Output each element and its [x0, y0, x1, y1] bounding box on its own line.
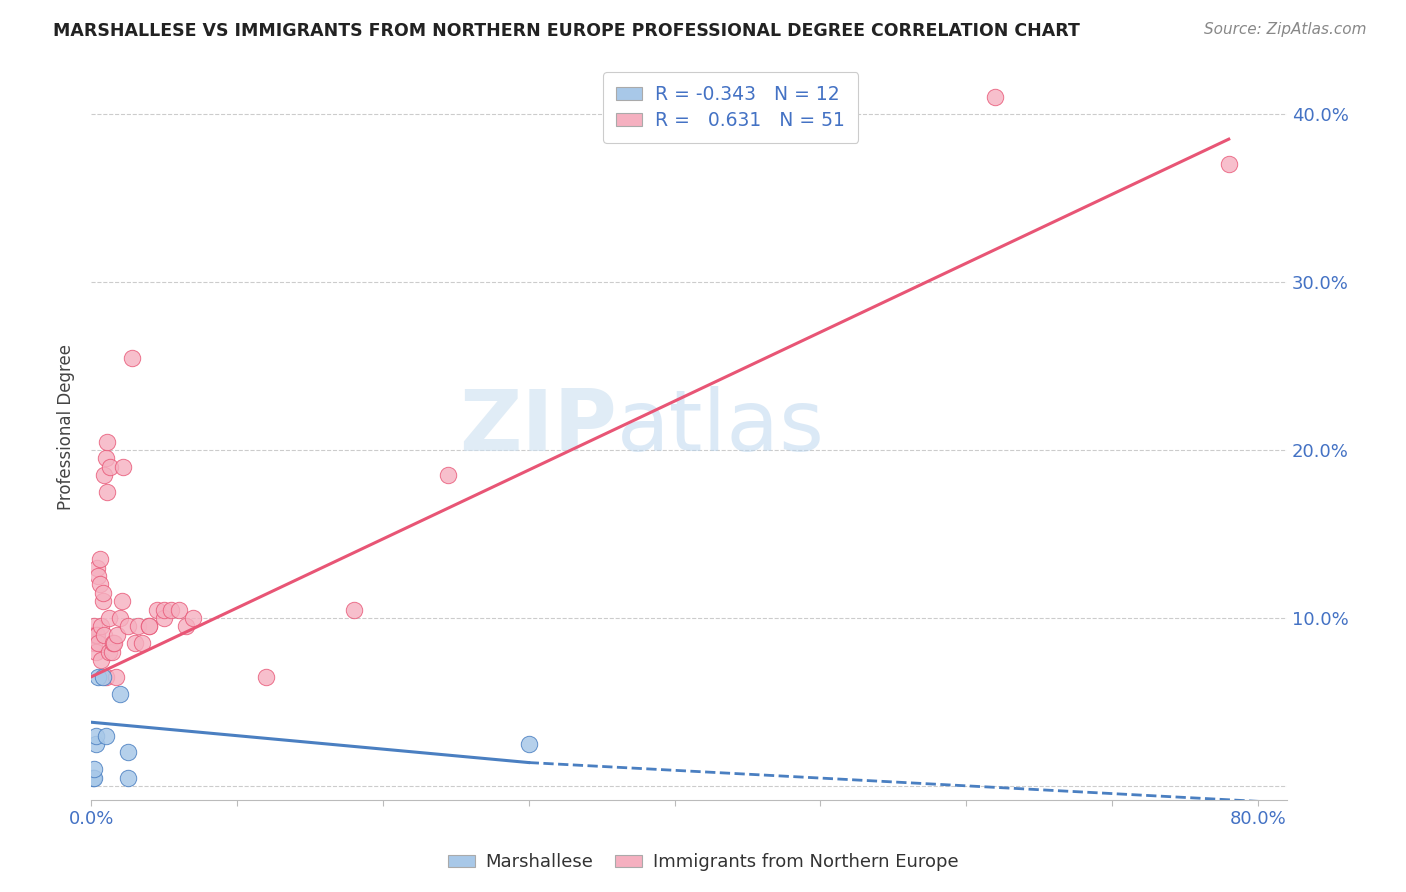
Point — [167, 602, 190, 616]
Point — [112, 459, 135, 474]
Point — [138, 619, 160, 633]
Point — [138, 619, 160, 633]
Point — [174, 619, 197, 633]
Point — [110, 687, 132, 701]
Point — [93, 468, 115, 483]
Point — [91, 670, 114, 684]
Point — [89, 552, 111, 566]
Point — [84, 628, 107, 642]
Point — [84, 645, 107, 659]
Point — [87, 569, 110, 583]
Point — [181, 611, 204, 625]
Point — [84, 729, 107, 743]
Point — [100, 645, 122, 659]
Text: MARSHALLESE VS IMMIGRANTS FROM NORTHERN EUROPE PROFESSIONAL DEGREE CORRELATION C: MARSHALLESE VS IMMIGRANTS FROM NORTHERN … — [53, 22, 1080, 40]
Point — [93, 628, 115, 642]
Point — [82, 628, 104, 642]
Point — [101, 636, 124, 650]
Point — [82, 771, 104, 785]
Point — [94, 670, 117, 684]
Point — [117, 746, 139, 760]
Legend: Marshallese, Immigrants from Northern Europe: Marshallese, Immigrants from Northern Eu… — [440, 847, 966, 879]
Y-axis label: Professional Degree: Professional Degree — [58, 344, 75, 510]
Text: atlas: atlas — [617, 386, 825, 469]
Point — [110, 611, 132, 625]
Point — [87, 636, 110, 650]
Point — [94, 729, 117, 743]
Point — [86, 560, 108, 574]
Point — [984, 90, 1007, 104]
Point — [111, 594, 134, 608]
Point — [146, 602, 169, 616]
Point — [104, 670, 127, 684]
Point — [121, 351, 143, 365]
Point — [117, 771, 139, 785]
Point — [437, 468, 460, 483]
Point — [153, 611, 176, 625]
Text: Source: ZipAtlas.com: Source: ZipAtlas.com — [1204, 22, 1367, 37]
Point — [254, 670, 277, 684]
Point — [83, 636, 105, 650]
Point — [124, 636, 146, 650]
Point — [160, 602, 183, 616]
Point — [87, 670, 110, 684]
Point — [1218, 157, 1240, 171]
Point — [127, 619, 149, 633]
Text: ZIP: ZIP — [460, 386, 617, 469]
Legend: R = -0.343   N = 12, R =   0.631   N = 51: R = -0.343 N = 12, R = 0.631 N = 51 — [603, 72, 858, 143]
Point — [117, 619, 139, 633]
Point — [91, 594, 114, 608]
Point — [83, 762, 105, 776]
Point — [107, 628, 129, 642]
Point — [517, 737, 540, 751]
Point — [96, 485, 118, 500]
Point — [96, 434, 118, 449]
Point — [90, 619, 112, 633]
Point — [84, 737, 107, 751]
Point — [94, 451, 117, 466]
Point — [98, 459, 121, 474]
Point — [343, 602, 366, 616]
Point — [89, 577, 111, 591]
Point — [83, 619, 105, 633]
Point — [83, 771, 105, 785]
Point — [86, 628, 108, 642]
Point — [103, 636, 125, 650]
Point — [131, 636, 153, 650]
Point — [90, 653, 112, 667]
Point — [153, 602, 176, 616]
Point — [97, 645, 120, 659]
Point — [91, 586, 114, 600]
Point — [97, 611, 120, 625]
